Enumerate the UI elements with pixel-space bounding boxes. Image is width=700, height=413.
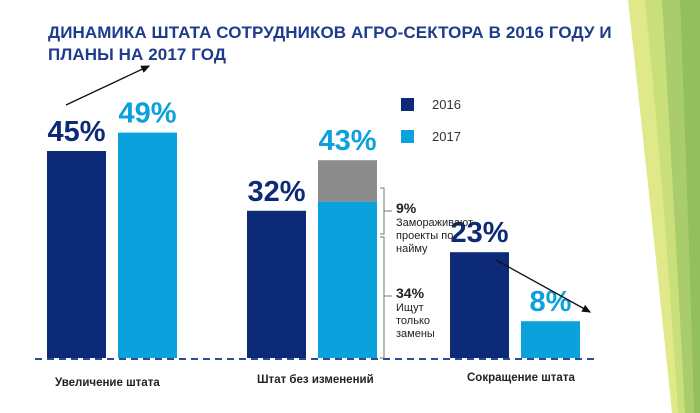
bar-2016-1 — [247, 210, 306, 358]
legend-item-2017: 2017 — [401, 120, 461, 152]
annotation-line: только — [396, 315, 430, 327]
category-label-unchanged: Штат без изменений — [257, 374, 374, 386]
annotation-freeze: 9% Замораживают проекты по найму — [396, 200, 473, 256]
title-line-2: ПЛАНЫ НА 2017 ГОД — [48, 45, 227, 64]
bracket-freeze — [380, 187, 392, 235]
annotation-replace-value: 34% — [396, 285, 425, 301]
annotation-line: найму — [396, 243, 428, 255]
bar-2016-2 — [450, 252, 509, 358]
legend-swatch-2016 — [401, 97, 414, 111]
legend-swatch-2017 — [401, 129, 414, 143]
bar-segment-freeze — [318, 160, 377, 202]
legend: 2016 2017 — [401, 88, 461, 152]
bar-2017-2 — [521, 321, 580, 358]
annotation-line: Ищут — [396, 302, 424, 314]
legend-label-2017: 2017 — [432, 128, 461, 144]
annotation-freeze-value: 9% — [396, 200, 417, 216]
data-label-2016-0: 45% — [47, 116, 105, 148]
legend-label-2016: 2016 — [432, 96, 461, 112]
data-label-2017-1: 43% — [318, 125, 376, 157]
bar-2016-0 — [47, 151, 106, 358]
annotation-replace: 34% Ищут только замены — [396, 285, 435, 341]
annotation-line: Замораживают — [396, 217, 474, 229]
data-label-2016-1: 32% — [247, 176, 305, 208]
bar-segment-replace — [318, 201, 377, 358]
annotation-line: проекты по — [396, 230, 454, 242]
data-label-2016-2: 23% — [450, 217, 508, 249]
category-label-increase: Увеличение штата — [55, 377, 160, 389]
annotation-line: замены — [396, 328, 435, 340]
title-line-1: ДИНАМИКА ШТАТА СОТРУДНИКОВ АГРО-СЕКТОРА … — [48, 23, 612, 42]
green-decoration — [628, 0, 700, 413]
chart-title: ДИНАМИКА ШТАТА СОТРУДНИКОВ АГРО-СЕКТОРА … — [48, 22, 612, 66]
bracket-replace — [380, 236, 392, 359]
data-label-2017-0: 49% — [118, 98, 176, 130]
trend-arrow-down — [495, 259, 592, 313]
data-label-2017-2: 8% — [530, 286, 572, 318]
category-label-decrease: Сокращение штата — [467, 372, 575, 384]
legend-item-2016: 2016 — [401, 88, 461, 120]
bar-2017-0 — [118, 132, 177, 358]
trend-arrow-up — [65, 65, 151, 106]
